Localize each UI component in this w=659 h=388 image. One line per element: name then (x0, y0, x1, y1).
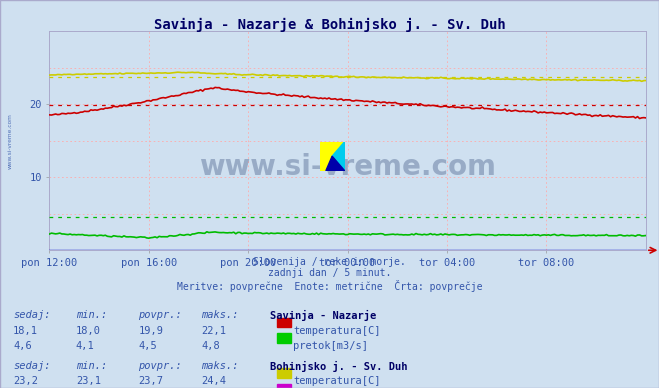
Text: Savinja - Nazarje: Savinja - Nazarje (270, 310, 376, 321)
Text: 4,6: 4,6 (13, 341, 32, 352)
Text: sedaj:: sedaj: (13, 310, 51, 320)
Text: www.si-vreme.com: www.si-vreme.com (199, 153, 496, 181)
Text: 4,8: 4,8 (201, 341, 219, 352)
Text: 19,9: 19,9 (138, 326, 163, 336)
Text: 23,7: 23,7 (138, 376, 163, 386)
Text: 4,1: 4,1 (76, 341, 94, 352)
Text: povpr.:: povpr.: (138, 361, 182, 371)
Text: 24,4: 24,4 (201, 376, 226, 386)
Text: temperatura[C]: temperatura[C] (293, 326, 381, 336)
Text: temperatura[C]: temperatura[C] (293, 376, 381, 386)
Text: pretok[m3/s]: pretok[m3/s] (293, 341, 368, 352)
Text: Savinja - Nazarje & Bohinjsko j. - Sv. Duh: Savinja - Nazarje & Bohinjsko j. - Sv. D… (154, 17, 505, 31)
Text: zadnji dan / 5 minut.: zadnji dan / 5 minut. (268, 268, 391, 279)
Text: Meritve: povprečne  Enote: metrične  Črta: povprečje: Meritve: povprečne Enote: metrične Črta:… (177, 280, 482, 292)
Text: 18,0: 18,0 (76, 326, 101, 336)
Text: sedaj:: sedaj: (13, 361, 51, 371)
Text: min.:: min.: (76, 310, 107, 320)
Text: min.:: min.: (76, 361, 107, 371)
Text: 4,5: 4,5 (138, 341, 157, 352)
Text: Bohinjsko j. - Sv. Duh: Bohinjsko j. - Sv. Duh (270, 361, 408, 372)
Polygon shape (326, 156, 345, 171)
Text: 22,1: 22,1 (201, 326, 226, 336)
Polygon shape (332, 142, 345, 171)
Text: www.si-vreme.com: www.si-vreme.com (8, 113, 13, 169)
Text: 23,2: 23,2 (13, 376, 38, 386)
Text: maks.:: maks.: (201, 361, 239, 371)
Text: 18,1: 18,1 (13, 326, 38, 336)
Text: Slovenija / reke in morje.: Slovenija / reke in morje. (253, 257, 406, 267)
Text: 23,1: 23,1 (76, 376, 101, 386)
Text: maks.:: maks.: (201, 310, 239, 320)
Text: povpr.:: povpr.: (138, 310, 182, 320)
